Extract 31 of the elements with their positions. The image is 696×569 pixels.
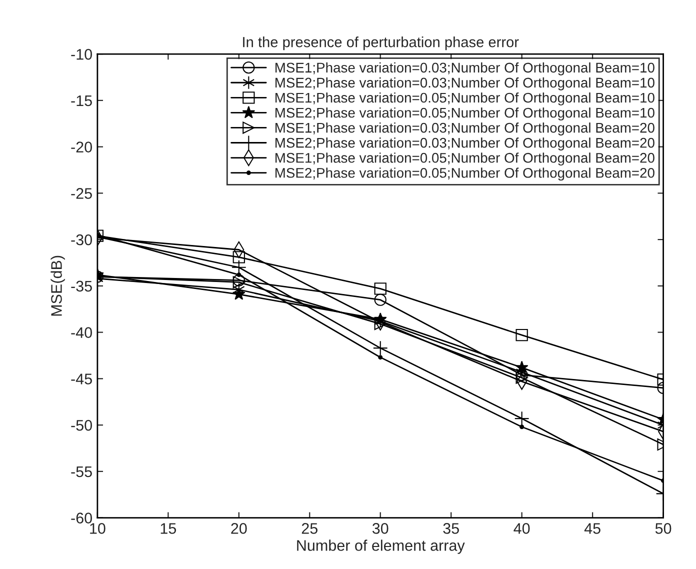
x-tick-label: 30 — [372, 523, 388, 534]
legend-label: MSE2;Phase variation=0.05;Number Of Orthogonal Beam=10 — [276, 107, 654, 120]
y-tick-label: -20 — [71, 142, 92, 152]
y-tick-label: -25 — [71, 188, 92, 199]
x-tick-label: 40 — [514, 523, 530, 534]
legend-label: MSE1;Phase variation=0.05;Number Of Orthogonal Beam=20 — [276, 152, 654, 166]
chart-title: In the presence of perturbation phase error — [243, 36, 519, 50]
legend-label: MSE2;Phase variation=0.05;Number Of Orthogonal Beam=20 — [276, 168, 654, 181]
legend-label: MSE1;Phase variation=0.03;Number Of Orthogonal Beam=20 — [276, 122, 654, 136]
x-tick-label: 35 — [443, 523, 459, 534]
legend-label: MSE1;Phase variation=0.03;Number Of Orthogonal Beam=10 — [276, 62, 654, 76]
y-tick-label: -50 — [71, 420, 92, 431]
y-tick-label: -10 — [71, 48, 92, 60]
y-tick-label: -35 — [71, 280, 92, 292]
x-tick-label: 45 — [584, 523, 600, 534]
y-tick-label: -60 — [71, 512, 92, 524]
x-tick-label: 25 — [302, 523, 318, 534]
y-tick-label: -45 — [71, 374, 92, 384]
x-tick-label: 20 — [231, 523, 247, 534]
legend-label: MSE1;Phase variation=0.05;Number Of Orthogonal Beam=10 — [276, 92, 654, 106]
y-tick-label: -55 — [71, 466, 92, 478]
x-tick-label: 50 — [655, 523, 672, 534]
y-tick-label: -15 — [71, 95, 92, 106]
x-axis-title: Number of element array — [297, 540, 465, 554]
x-tick-label: 10 — [90, 523, 106, 534]
legend-label: MSE2;Phase variation=0.03;Number Of Orthogonal Beam=10 — [276, 77, 654, 90]
y-tick-label: -40 — [71, 327, 92, 338]
x-tick-label: 15 — [160, 523, 176, 534]
y-tick-label: -30 — [71, 234, 92, 246]
y-axis-title: MSE(dB) — [50, 256, 65, 316]
legend-label: MSE2;Phase variation=0.03;Number Of Orthogonal Beam=20 — [276, 138, 654, 150]
